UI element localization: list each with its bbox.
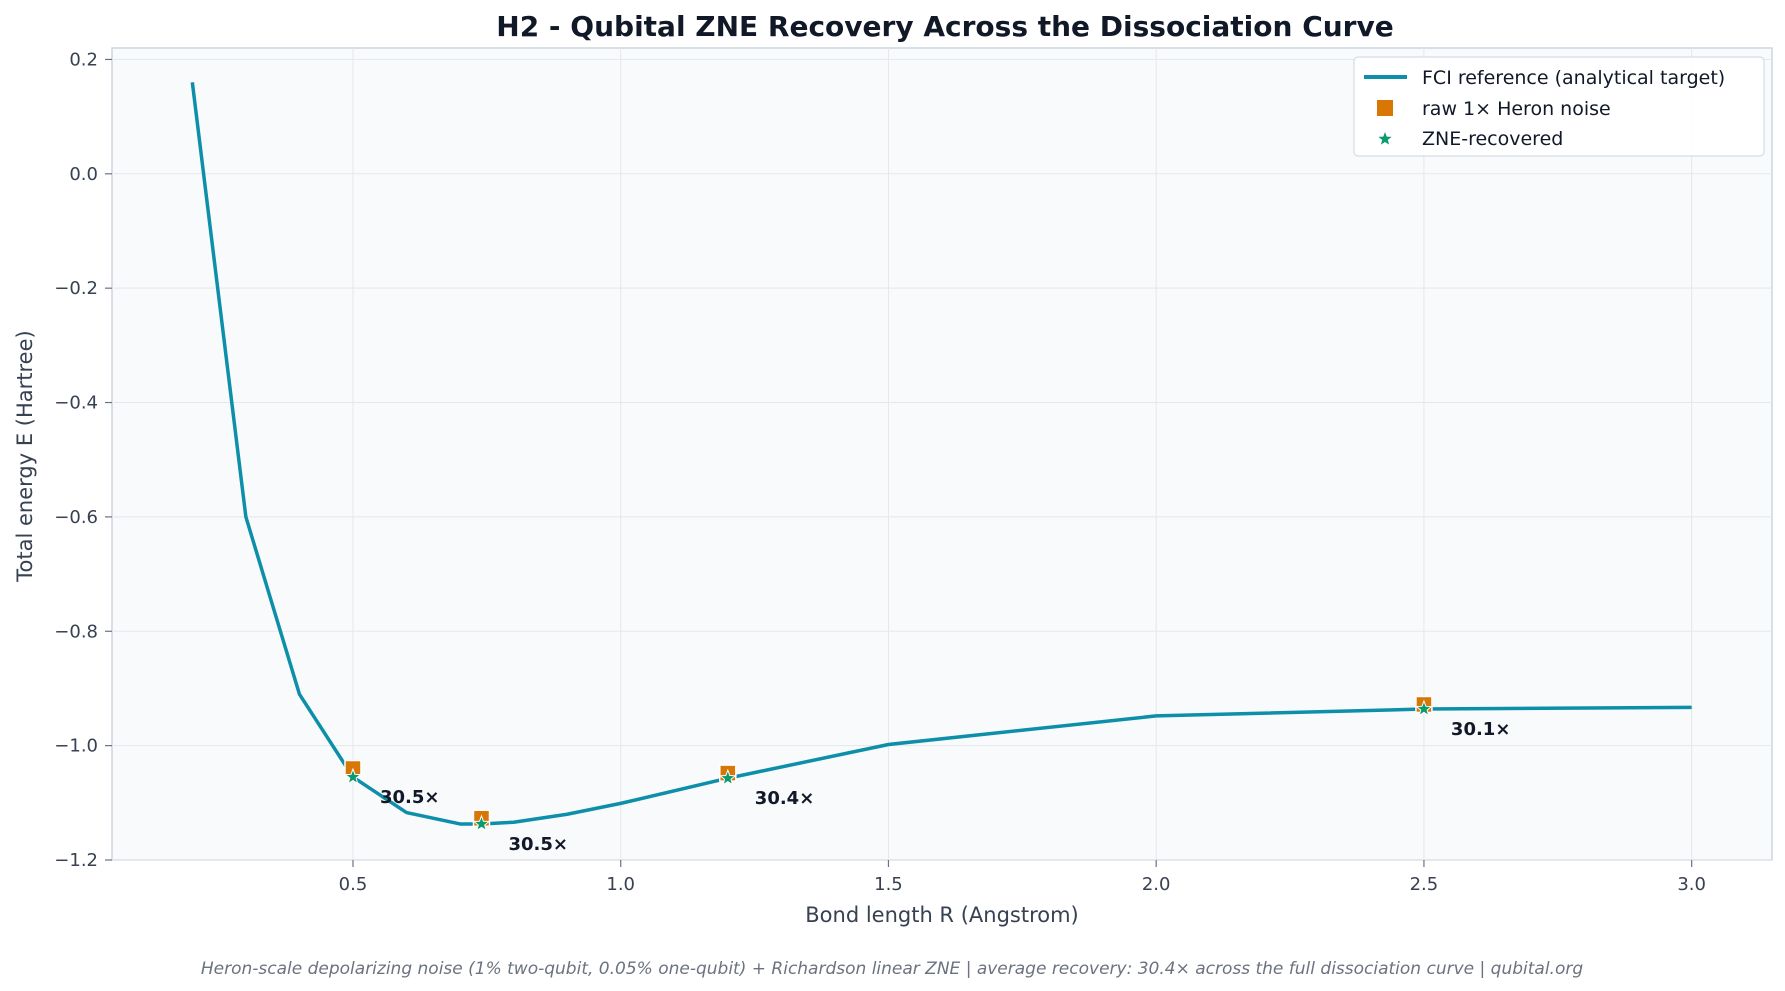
chart-title: H2 - Qubital ZNE Recovery Across the Dis… bbox=[496, 10, 1393, 43]
legend-label-fci: FCI reference (analytical target) bbox=[1422, 67, 1725, 89]
x-tick-label: 2.0 bbox=[1142, 874, 1171, 895]
y-tick-label: −1.0 bbox=[54, 736, 98, 757]
legend: FCI reference (analytical target) raw 1×… bbox=[1353, 56, 1765, 157]
legend-box bbox=[1353, 56, 1765, 157]
recovery-annotation: 30.5× bbox=[508, 834, 568, 855]
zne-recovered-marker bbox=[344, 767, 362, 785]
series-layer bbox=[190, 82, 1692, 832]
y-tick-label: −0.6 bbox=[54, 507, 98, 528]
recovery-annotation: 30.1× bbox=[1451, 719, 1511, 740]
y-tick-label: −0.4 bbox=[54, 393, 98, 414]
fci-reference-line bbox=[190, 82, 1692, 826]
y-tick-label: −1.2 bbox=[54, 850, 98, 871]
x-tick-label: 3.0 bbox=[1677, 874, 1706, 895]
footer-caption: Heron-scale depolarizing noise (1% two-q… bbox=[201, 959, 1583, 979]
y-tick-label: −0.2 bbox=[54, 278, 98, 299]
x-axis-label: Bond length R (Angstrom) bbox=[805, 903, 1079, 927]
plot-area bbox=[111, 47, 1773, 861]
y-tick-label: 0.0 bbox=[69, 164, 98, 185]
zne-recovered-marker bbox=[1414, 699, 1433, 717]
recovery-annotation: 30.5× bbox=[380, 787, 440, 808]
y-tick-label: 0.2 bbox=[69, 49, 98, 70]
y-axis: 0.2 0.0 −0.2 −0.4 −0.6 −0.8 −1.0 −1.2 bbox=[54, 49, 112, 871]
recovery-annotation: 30.4× bbox=[755, 788, 815, 809]
x-tick-label: 2.5 bbox=[1410, 874, 1439, 895]
legend-label-zne: ZNE-recovered bbox=[1422, 128, 1563, 150]
y-tick-label: −0.8 bbox=[54, 621, 98, 642]
legend-square-swatch bbox=[1377, 100, 1393, 116]
y-axis-label: Total energy E (Hartree) bbox=[13, 330, 37, 582]
x-tick-label: 1.5 bbox=[874, 874, 903, 895]
x-axis: 0.5 1.0 1.5 2.0 2.5 3.0 bbox=[339, 860, 1706, 895]
x-tick-label: 1.0 bbox=[606, 874, 635, 895]
annotations: 30.5× 30.5× 30.4× 30.1× bbox=[380, 719, 1510, 855]
x-tick-label: 0.5 bbox=[339, 874, 368, 895]
legend-label-raw: raw 1× Heron noise bbox=[1422, 98, 1611, 120]
zne-recovered-marker bbox=[472, 814, 491, 832]
legend-star-swatch bbox=[1378, 132, 1392, 145]
zne-recovered-marker bbox=[718, 768, 737, 786]
